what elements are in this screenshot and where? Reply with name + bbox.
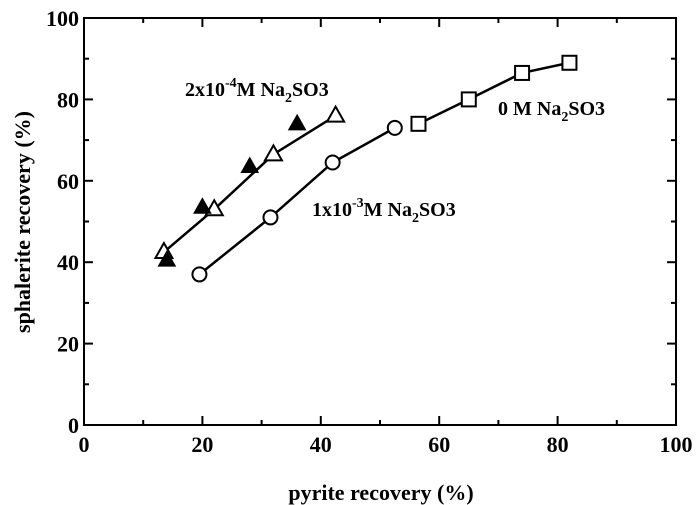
plot-border — [83, 17, 677, 426]
series-line-open-circle — [198, 126, 396, 276]
data-point-filled-triangle — [193, 197, 212, 214]
x-tick-label: 100 — [660, 432, 693, 457]
y-tick-label: 0 — [68, 413, 79, 438]
annotation-2e-4-na2so3: 2x10-4M Na2SO3 — [185, 76, 329, 106]
data-point-open-circle — [324, 154, 341, 171]
data-point-open-square — [561, 54, 578, 71]
x-tick-label: 60 — [428, 432, 450, 457]
y-tick-label: 20 — [57, 332, 79, 357]
annotations: 2x10-4M Na2SO3 0 M Na2SO3 1x10-3M Na2SO3 — [185, 76, 605, 226]
y-tick-label: 60 — [57, 169, 79, 194]
ticks — [83, 17, 677, 426]
data-point-open-square — [514, 64, 531, 81]
y-tick-label: 80 — [57, 87, 79, 112]
data-point-open-triangle — [263, 143, 284, 162]
series-line-open-triangle — [163, 114, 337, 253]
x-tick-label: 20 — [191, 432, 213, 457]
x-tick-label: 0 — [79, 432, 90, 457]
data-point-open-triangle — [325, 104, 346, 123]
x-axis-title: pyrite recovery (%) — [288, 480, 473, 505]
x-tick-label: 40 — [310, 432, 332, 457]
data-point-open-square — [410, 115, 427, 132]
data-point-open-circle — [386, 119, 403, 136]
plot-frame — [83, 17, 677, 426]
series-markers — [153, 54, 578, 283]
data-point-filled-triangle — [287, 113, 307, 131]
series-lines — [163, 61, 570, 276]
data-point-open-circle — [262, 209, 279, 226]
data-point-filled-triangle — [157, 250, 177, 267]
y-tick-label: 100 — [46, 6, 79, 31]
x-tick-label: 80 — [547, 432, 569, 457]
data-point-open-circle — [191, 266, 208, 283]
tick-labels: 0 20 40 60 80 100 0 20 40 60 80 100 — [46, 6, 693, 457]
series-line-open-square — [417, 61, 570, 125]
annotation-1e-3-na2so3: 1x10-3M Na2SO3 — [312, 196, 456, 226]
data-point-filled-triangle — [240, 156, 260, 174]
data-point-open-square — [460, 91, 477, 108]
y-tick-label: 40 — [57, 250, 79, 275]
annotation-0-na2so3: 0 M Na2SO3 — [498, 98, 605, 125]
y-axis-title: sphalerite recovery (%) — [10, 111, 35, 333]
